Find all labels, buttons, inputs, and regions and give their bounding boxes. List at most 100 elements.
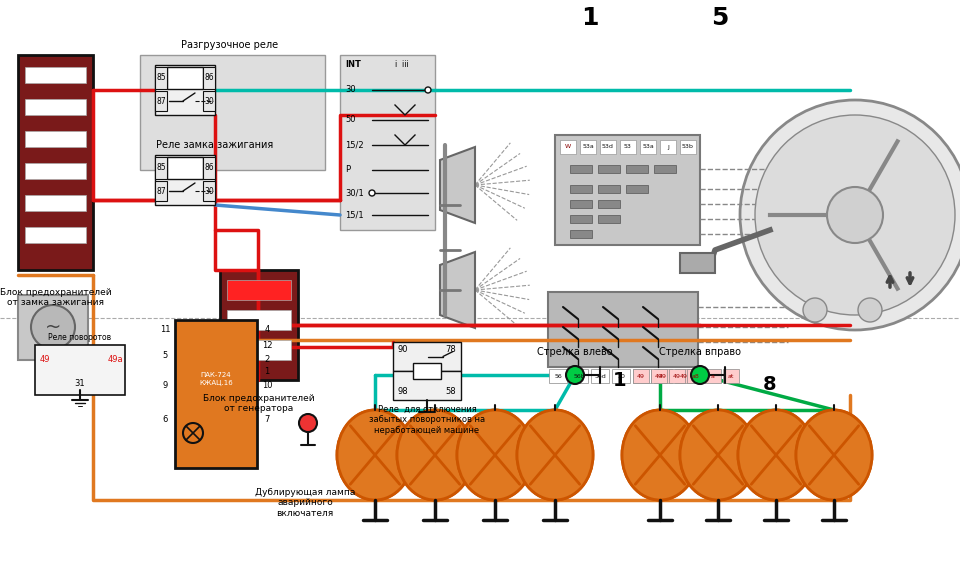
Bar <box>167 67 203 89</box>
Text: 15/2: 15/2 <box>345 141 364 149</box>
Bar <box>393 371 461 400</box>
Bar <box>548 292 698 367</box>
Text: 30: 30 <box>345 86 355 94</box>
Circle shape <box>827 187 883 243</box>
Text: 50: 50 <box>345 115 355 124</box>
Text: 53: 53 <box>624 145 632 149</box>
Bar <box>203 67 215 89</box>
Bar <box>633 369 651 383</box>
Circle shape <box>31 305 75 349</box>
Bar <box>25 99 86 115</box>
Circle shape <box>299 414 317 432</box>
Text: 30: 30 <box>617 373 625 379</box>
Ellipse shape <box>457 410 533 500</box>
Text: 49: 49 <box>659 373 667 379</box>
Text: 10: 10 <box>262 380 273 390</box>
Bar <box>570 215 592 223</box>
Bar <box>640 140 656 154</box>
Bar <box>675 369 693 383</box>
Bar <box>598 215 620 223</box>
Ellipse shape <box>337 410 413 500</box>
Bar <box>155 67 167 89</box>
Ellipse shape <box>397 410 473 500</box>
Text: ~: ~ <box>45 317 61 336</box>
Bar <box>203 181 215 201</box>
Circle shape <box>740 100 960 330</box>
Ellipse shape <box>337 410 413 500</box>
Bar <box>220 270 298 380</box>
Text: Стрелка вправо: Стрелка вправо <box>659 347 741 357</box>
Ellipse shape <box>738 410 814 500</box>
Text: 8: 8 <box>763 376 777 394</box>
Ellipse shape <box>517 410 593 500</box>
Text: 53d: 53d <box>602 145 614 149</box>
Bar <box>340 55 435 230</box>
Text: 11: 11 <box>159 325 170 335</box>
Bar <box>155 155 215 205</box>
Text: 1: 1 <box>264 368 270 376</box>
Bar <box>651 369 667 383</box>
Bar <box>669 369 685 383</box>
Bar <box>620 140 636 154</box>
Text: 1: 1 <box>613 371 627 390</box>
Text: 1: 1 <box>581 6 599 30</box>
Text: Реле  для отключения
забытых поворотников на
неработающей машине: Реле для отключения забытых поворотников… <box>369 405 485 435</box>
Bar <box>203 91 215 111</box>
Bar <box>413 363 441 379</box>
Text: Стрелка влево: Стрелка влево <box>538 347 612 357</box>
Text: 53a: 53a <box>582 145 594 149</box>
Bar <box>654 369 672 383</box>
Text: 78: 78 <box>445 346 456 354</box>
Bar <box>560 140 576 154</box>
Bar <box>570 165 592 173</box>
Bar <box>570 185 592 193</box>
Bar <box>175 320 257 468</box>
Circle shape <box>858 298 882 322</box>
Text: 49: 49 <box>637 373 645 379</box>
Ellipse shape <box>796 410 872 500</box>
Text: 49: 49 <box>39 356 50 365</box>
Circle shape <box>755 115 955 315</box>
Text: 58: 58 <box>445 387 456 397</box>
Bar <box>570 230 592 238</box>
Bar <box>598 185 620 193</box>
Text: J: J <box>667 145 669 149</box>
Bar <box>25 195 86 211</box>
Text: 30: 30 <box>204 186 214 196</box>
Text: 53a: 53a <box>642 145 654 149</box>
Text: 49: 49 <box>673 373 681 379</box>
Text: 6: 6 <box>162 416 168 424</box>
Bar <box>155 65 215 115</box>
Bar <box>25 131 86 147</box>
Text: 5: 5 <box>162 350 168 360</box>
Ellipse shape <box>622 410 698 500</box>
Bar <box>35 345 125 395</box>
Circle shape <box>183 423 203 443</box>
Bar <box>227 280 291 300</box>
Text: Блок предохранителей
от генератора: Блок предохранителей от генератора <box>204 394 315 413</box>
Bar <box>18 55 93 270</box>
Text: 56: 56 <box>554 373 562 379</box>
Text: 30: 30 <box>204 97 214 105</box>
Bar <box>612 369 630 383</box>
Text: 87: 87 <box>156 186 166 196</box>
Bar <box>705 369 721 383</box>
Text: a8: a8 <box>691 373 699 379</box>
Bar <box>660 140 676 154</box>
Bar <box>570 369 588 383</box>
Circle shape <box>566 366 584 384</box>
Text: 98: 98 <box>397 387 408 397</box>
Ellipse shape <box>738 410 814 500</box>
Text: 12: 12 <box>262 340 273 350</box>
Bar <box>626 165 648 173</box>
Text: Разгрузочное реле: Разгрузочное реле <box>181 40 278 50</box>
Ellipse shape <box>796 410 872 500</box>
Text: 31: 31 <box>75 379 85 387</box>
Text: 86: 86 <box>204 163 214 173</box>
Text: Реле замка зажигания: Реле замка зажигания <box>156 140 274 150</box>
Text: 5: 5 <box>711 6 729 30</box>
Circle shape <box>803 298 827 322</box>
Bar <box>633 369 649 383</box>
Text: 90: 90 <box>397 346 408 354</box>
Bar <box>25 67 86 83</box>
